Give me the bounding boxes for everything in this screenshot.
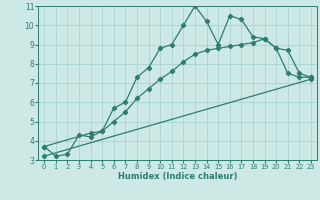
X-axis label: Humidex (Indice chaleur): Humidex (Indice chaleur)	[118, 172, 237, 181]
